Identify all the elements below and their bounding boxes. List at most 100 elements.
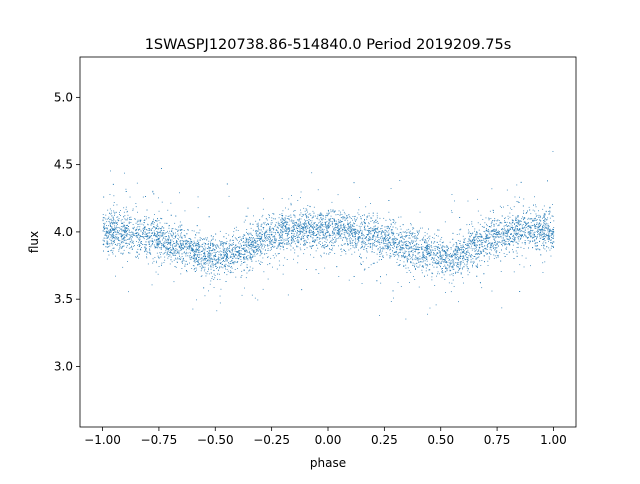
data-point	[110, 226, 111, 227]
data-point	[382, 247, 384, 249]
data-point	[201, 275, 203, 277]
data-point	[412, 228, 414, 230]
data-point	[216, 247, 217, 249]
data-point	[528, 242, 530, 244]
data-point	[541, 235, 542, 237]
data-point	[450, 270, 452, 271]
data-point	[449, 259, 450, 260]
data-point	[189, 254, 191, 256]
data-point	[168, 254, 170, 255]
data-point	[303, 214, 304, 216]
data-point	[215, 264, 217, 265]
data-point	[128, 238, 130, 240]
data-point	[313, 206, 315, 208]
data-point	[409, 251, 411, 253]
data-point	[265, 238, 267, 240]
data-point	[143, 224, 145, 226]
data-point	[324, 244, 326, 245]
data-point	[249, 223, 251, 225]
data-point	[299, 230, 301, 232]
data-point	[178, 253, 180, 255]
data-point	[487, 238, 488, 239]
data-point	[212, 266, 214, 268]
data-point	[458, 301, 459, 303]
data-point	[373, 252, 375, 253]
data-point	[125, 208, 127, 210]
data-point	[389, 218, 391, 220]
data-point	[179, 221, 181, 223]
data-point	[117, 238, 119, 240]
data-point	[493, 210, 494, 212]
data-point	[460, 254, 462, 256]
data-point	[354, 216, 355, 218]
data-point	[417, 234, 418, 236]
data-point	[226, 253, 228, 254]
data-point	[239, 248, 240, 249]
data-point	[449, 262, 450, 264]
data-point	[320, 237, 322, 239]
data-point	[435, 304, 437, 306]
data-point	[193, 242, 195, 244]
data-point	[460, 263, 462, 265]
data-point	[341, 217, 343, 218]
data-point	[449, 254, 451, 256]
data-point	[368, 223, 370, 225]
data-point	[490, 218, 492, 219]
data-point	[132, 248, 133, 250]
data-point	[103, 228, 105, 230]
data-point	[340, 237, 342, 239]
data-point	[318, 231, 320, 233]
data-point	[449, 264, 451, 266]
data-point	[343, 225, 345, 227]
data-point	[387, 237, 388, 239]
data-point	[292, 222, 294, 224]
data-point	[411, 241, 413, 243]
data-point	[477, 253, 479, 255]
data-point	[171, 228, 173, 230]
data-point	[254, 246, 256, 248]
data-point	[388, 227, 390, 229]
data-point	[503, 234, 505, 235]
data-point	[106, 258, 108, 260]
data-point	[491, 234, 493, 236]
data-point	[496, 247, 498, 249]
data-point	[399, 246, 401, 248]
data-point	[419, 264, 421, 266]
data-point	[260, 243, 262, 244]
data-point	[167, 230, 168, 232]
data-point	[155, 220, 157, 222]
data-point	[325, 226, 327, 228]
data-point	[309, 230, 311, 232]
data-point	[396, 246, 397, 248]
data-point	[528, 233, 530, 235]
data-point	[314, 232, 316, 234]
data-point	[298, 236, 300, 238]
data-point	[453, 263, 455, 265]
data-point	[311, 226, 313, 228]
data-point	[266, 253, 268, 254]
data-point	[149, 228, 150, 229]
data-point	[219, 267, 220, 269]
data-point	[321, 215, 323, 216]
data-point	[471, 249, 473, 251]
data-point	[205, 259, 207, 261]
data-point	[221, 257, 223, 259]
data-point	[142, 236, 144, 238]
data-point	[108, 251, 109, 252]
data-point	[545, 210, 547, 212]
data-point	[300, 249, 302, 251]
data-point	[384, 246, 386, 248]
data-point	[173, 281, 175, 283]
data-point	[360, 218, 362, 220]
data-point	[440, 263, 442, 264]
data-point	[138, 236, 140, 238]
data-point	[501, 222, 503, 224]
data-point	[421, 269, 423, 271]
data-point	[155, 271, 157, 273]
data-point	[521, 226, 523, 228]
data-point	[302, 229, 304, 231]
data-point	[439, 262, 441, 264]
data-point	[390, 247, 391, 249]
data-point	[143, 236, 145, 238]
data-point	[529, 232, 531, 234]
